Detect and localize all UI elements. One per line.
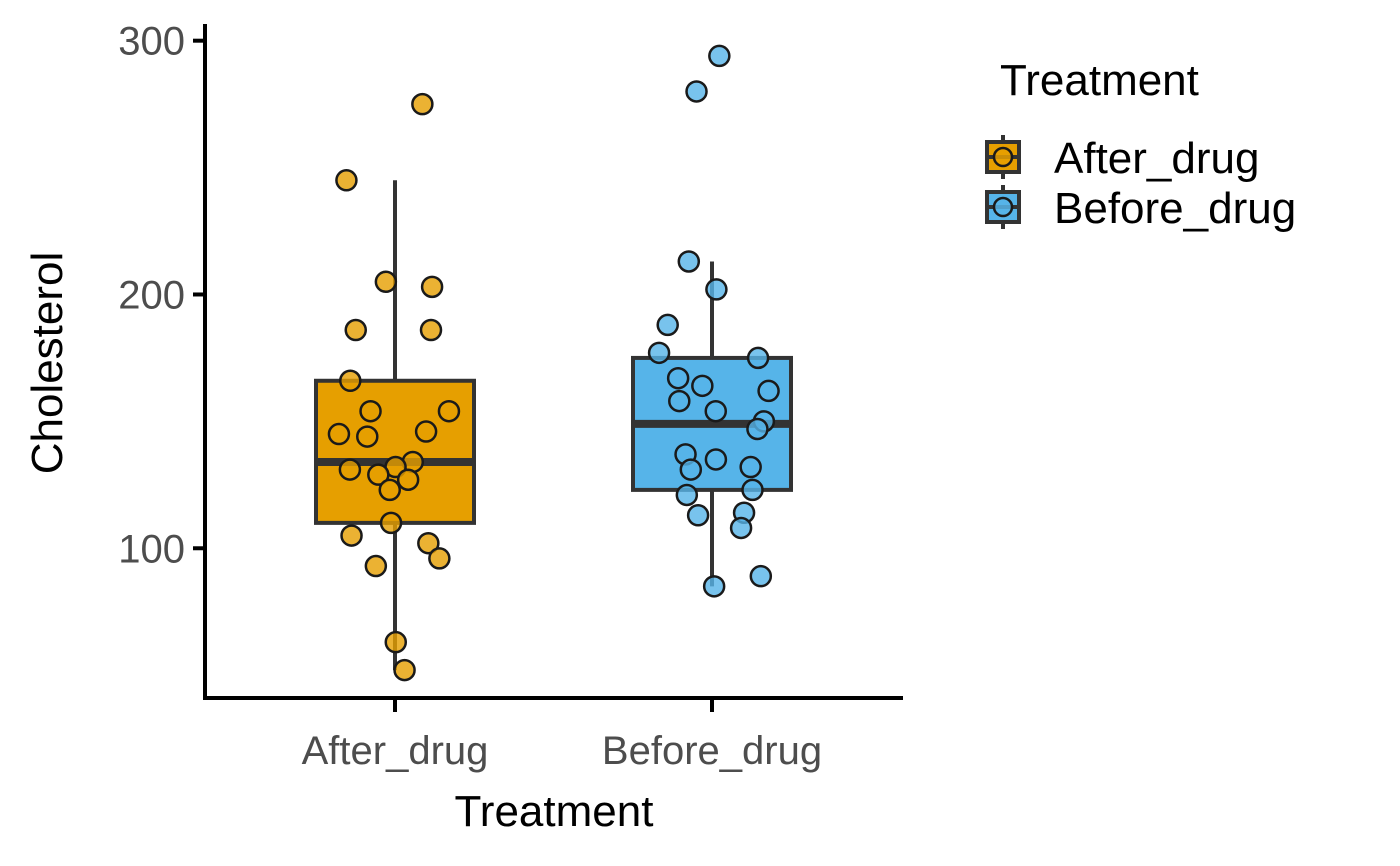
data-point (729, 516, 753, 540)
data-point (685, 80, 708, 103)
data-point (335, 169, 358, 192)
data-point (746, 346, 770, 370)
x-tick-label: After_drug (302, 729, 489, 773)
data-point (437, 399, 461, 423)
data-point (419, 318, 443, 342)
data-point (379, 511, 403, 535)
data-point (677, 250, 701, 273)
x-tick-label: Before_drug (602, 729, 822, 773)
data-point (344, 318, 368, 342)
y-tick-label: 300 (118, 20, 185, 64)
legend-label: After_drug (1054, 134, 1259, 183)
data-point (340, 524, 363, 547)
data-point (364, 554, 388, 578)
boxes-layer (314, 180, 793, 671)
points-layer (327, 44, 780, 682)
data-point (691, 374, 714, 398)
data-point (384, 630, 408, 654)
data-point (339, 369, 362, 393)
data-point (749, 564, 773, 588)
y-axis-title: Cholesterol (23, 252, 72, 475)
data-point (741, 478, 764, 502)
data-point (327, 422, 351, 446)
x-ticks: After_drug Before_drug (302, 698, 822, 773)
data-point (378, 478, 402, 502)
data-point (420, 275, 444, 299)
legend-point (992, 146, 1014, 168)
data-point (666, 366, 690, 390)
data-point (359, 399, 382, 423)
legend-title: Treatment (1000, 56, 1199, 105)
data-point (396, 468, 420, 491)
data-point (746, 417, 769, 441)
data-point (702, 575, 726, 598)
data-point (708, 44, 731, 68)
data-point (675, 483, 699, 507)
data-point (739, 455, 762, 479)
legend-label: Before_drug (1054, 184, 1296, 233)
data-point (367, 463, 390, 486)
data-point (668, 389, 691, 413)
plot-area (314, 44, 793, 682)
data-point (356, 425, 379, 448)
legend-item-before-drug: Before_drug (985, 184, 1296, 233)
x-axis-title: Treatment (455, 787, 654, 836)
data-point (656, 313, 679, 337)
data-point (686, 504, 710, 527)
data-point (338, 458, 362, 481)
data-point (374, 270, 398, 294)
data-point (417, 531, 440, 555)
data-point (414, 420, 438, 443)
data-point (428, 547, 451, 570)
y-tick-label: 200 (118, 273, 185, 317)
data-point (704, 448, 728, 471)
data-point (757, 379, 780, 403)
data-point (679, 458, 703, 481)
legend-point (992, 196, 1014, 218)
y-tick-label: 100 (118, 527, 185, 571)
data-point (705, 278, 728, 301)
y-ticks: 100 200 300 (118, 20, 205, 571)
legend-item-after-drug: After_drug (985, 134, 1259, 183)
data-point (704, 399, 728, 423)
data-point (411, 92, 434, 116)
data-point (393, 658, 416, 682)
data-point (647, 341, 671, 365)
